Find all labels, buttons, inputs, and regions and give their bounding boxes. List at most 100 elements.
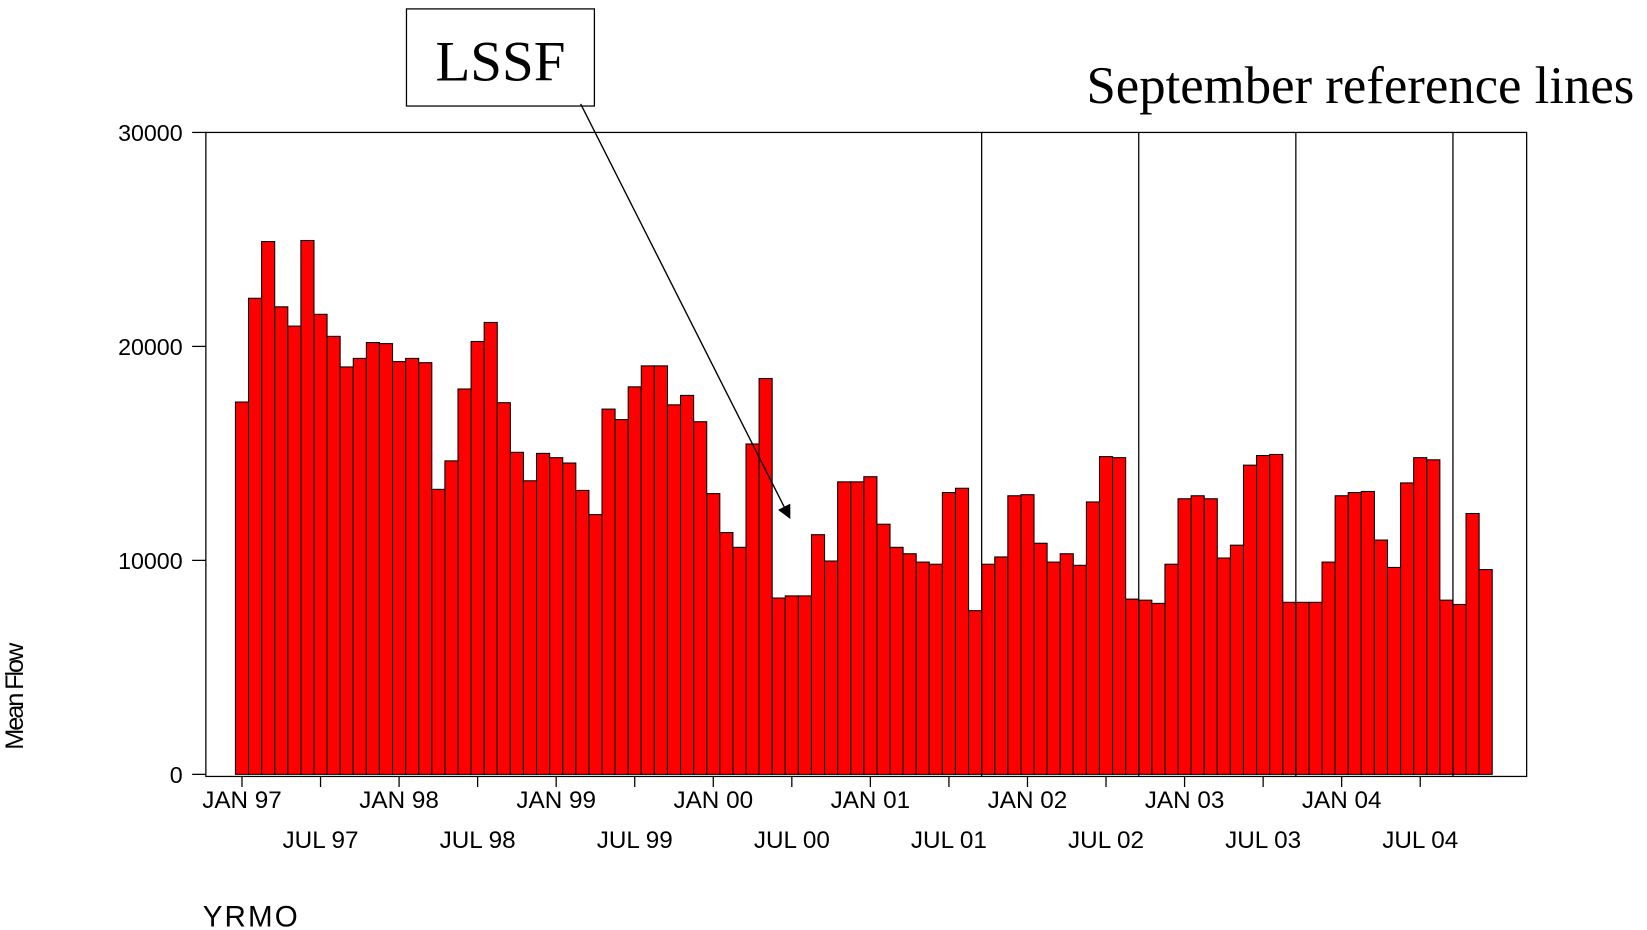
bar <box>1125 598 1140 775</box>
bar <box>365 342 380 775</box>
bar <box>405 357 420 775</box>
bar <box>339 366 354 775</box>
bar <box>588 514 603 775</box>
bar <box>1308 601 1323 775</box>
x-tick-label: JAN 04 <box>1302 787 1382 814</box>
x-tick-label: JAN 00 <box>673 787 753 814</box>
bar <box>418 362 433 775</box>
annotation-box <box>405 8 596 107</box>
bar <box>274 306 289 775</box>
bar <box>732 546 747 775</box>
bar <box>287 325 302 775</box>
bar <box>261 241 276 775</box>
x-tick-label: JUL 03 <box>1225 827 1301 854</box>
bar <box>1020 494 1035 775</box>
bar <box>248 297 263 775</box>
bar <box>536 452 551 775</box>
bar <box>693 421 708 775</box>
bar <box>614 419 629 775</box>
bar <box>1321 561 1336 775</box>
bar <box>1295 601 1310 775</box>
bar <box>1033 542 1048 775</box>
bar <box>824 560 839 775</box>
x-tick-label: JAN 02 <box>988 787 1068 814</box>
y-tick-label: 20000 <box>118 334 183 360</box>
bar <box>1386 566 1402 775</box>
bar <box>640 365 655 775</box>
x-axis-label: YRMO <box>203 900 300 930</box>
annotation: LSSF <box>435 31 565 94</box>
x-tick-label: JUL 99 <box>597 827 673 854</box>
bar <box>902 553 917 775</box>
bar <box>1334 495 1349 775</box>
bar <box>509 451 524 775</box>
bar <box>313 313 328 775</box>
bar <box>522 480 538 775</box>
bar <box>1190 495 1205 775</box>
bar <box>496 402 511 775</box>
x-tick-label: JAN 03 <box>1145 787 1225 814</box>
bar <box>1059 553 1074 775</box>
bar <box>876 523 891 775</box>
bar <box>1046 561 1061 775</box>
bar <box>968 610 983 775</box>
bar <box>1256 454 1271 775</box>
x-tick-label: JAN 01 <box>831 787 911 814</box>
bar <box>549 457 564 775</box>
bar <box>300 239 315 775</box>
bar <box>1269 453 1284 775</box>
bar <box>627 386 642 775</box>
bar <box>719 532 734 775</box>
bar <box>457 388 472 775</box>
x-tick-label: JUL 02 <box>1068 827 1144 854</box>
y-tick-label: 10000 <box>118 548 183 574</box>
x-tick-label: JAN 97 <box>202 787 282 814</box>
bar <box>470 340 485 775</box>
bar <box>771 597 786 775</box>
bar <box>1413 457 1428 775</box>
bar <box>234 401 250 775</box>
bar <box>706 493 721 775</box>
bar <box>850 481 865 775</box>
y-axis-label: Mean Flow <box>1 642 29 750</box>
bar <box>392 361 407 775</box>
bar <box>666 404 682 775</box>
bar <box>758 377 773 775</box>
bar <box>863 476 878 775</box>
bar <box>745 443 760 775</box>
x-tick-label: JAN 99 <box>516 787 596 814</box>
x-tick-label: JUL 98 <box>440 827 516 854</box>
x-tick-label: JUL 00 <box>754 827 830 854</box>
x-tick-label: JAN 98 <box>359 787 439 814</box>
bar <box>562 462 577 775</box>
bar <box>444 460 459 775</box>
bar <box>1242 464 1258 775</box>
bar <box>1007 495 1022 775</box>
bar <box>1112 457 1127 775</box>
bar <box>1229 544 1245 775</box>
bar <box>797 595 812 775</box>
bar <box>941 492 956 775</box>
bar <box>784 595 799 775</box>
bar <box>954 487 970 775</box>
bar <box>326 335 341 775</box>
bar <box>1400 482 1415 775</box>
bar <box>1177 498 1192 775</box>
bar <box>431 488 446 775</box>
bar <box>837 481 852 775</box>
bar <box>1426 459 1441 775</box>
bar <box>928 563 943 775</box>
bar <box>1478 569 1493 775</box>
y-tick-label: 0 <box>170 762 183 788</box>
bar <box>601 408 616 775</box>
x-tick-label: JUL 01 <box>911 827 987 854</box>
bar <box>1216 557 1231 775</box>
bar <box>810 534 826 775</box>
bar <box>1347 492 1362 775</box>
bar <box>378 343 394 775</box>
bar <box>1098 456 1114 775</box>
bar <box>981 563 996 775</box>
